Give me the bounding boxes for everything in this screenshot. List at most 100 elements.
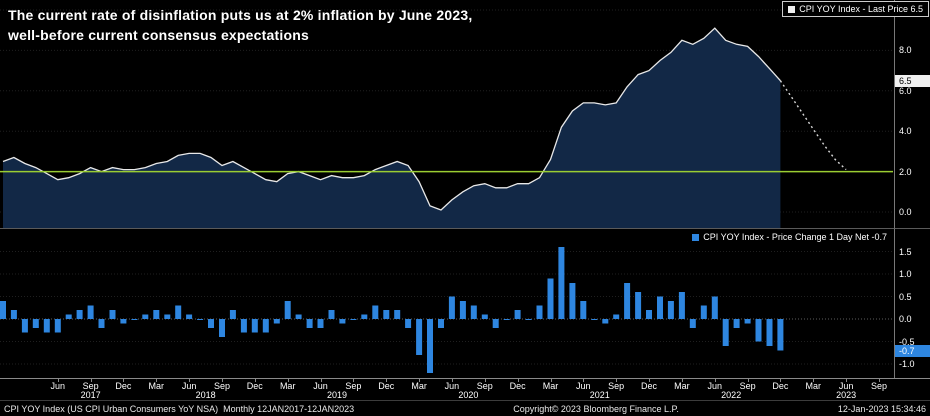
footer-series-description: CPI YOY Index (US CPI Urban Consumers Yo… [4,403,355,414]
price-change-bar [164,314,171,319]
price-change-bar [328,310,335,319]
price-change-bar [635,292,642,319]
x-axis-year-label: 2019 [326,390,348,400]
bottom-chart-legend[interactable]: CPI YOY Index - Price Change 1 Day Net -… [687,230,892,244]
x-axis-year-label: 2021 [589,390,610,400]
bottom-legend-label: CPI YOY Index - Price Change 1 Day Net -… [703,232,887,242]
price-change-bar [0,301,6,319]
y-axis-tick-label: 1.0 [899,269,912,279]
x-axis-tick-mark [714,379,716,382]
x-axis-year-label: 2017 [80,390,101,400]
x-axis-month-label: Sep [345,381,362,391]
top-chart-legend[interactable]: CPI YOY Index - Last Price 6.5 [782,1,929,17]
price-change-bar [624,283,631,319]
x-axis-tick-mark [649,379,650,382]
price-change-bar [558,247,565,319]
price-change-bar [470,305,477,319]
y-axis-tick-label: 0.0 [899,314,912,324]
top-legend-label: CPI YOY Index - Last Price 6.5 [799,4,923,14]
price-change-bar [339,319,346,324]
x-axis-tick-mark [813,379,815,382]
price-change-bar [383,310,390,319]
x-axis-month-label: Jun [313,381,328,391]
y-axis-tick-label: -1.0 [899,359,915,369]
x-axis-tick-mark [747,379,749,382]
price-change-bar [76,310,83,319]
y-axis-tick-label: 4.0 [899,126,912,137]
price-change-bar [525,319,532,320]
price-change-bar [251,319,258,333]
price-y-axis: 6.5 0.02.04.06.08.010.0 [895,0,930,228]
x-axis-tick-mark [681,379,683,382]
price-change-bar [306,319,313,328]
title-line-2: well-before current consensus expectatio… [8,26,309,43]
price-change-bar [646,310,652,319]
last-price-swatch-icon [788,5,796,13]
price-change-bar [186,314,193,319]
title-line-1: The current rate of disinflation puts us… [8,7,473,23]
last-price-badge: 6.5 [895,74,930,87]
x-axis-month-label: Sep [476,381,493,391]
footer-timestamp: 12-Jan-2023 15:34:46 [837,403,926,414]
price-change-bar [262,319,269,333]
cpi-price-chart-panel[interactable]: The current rate of disinflation puts us… [0,0,895,228]
price-change-bar [197,319,204,320]
chart-annotation-title: The current rate of disinflation puts us… [8,6,472,45]
price-change-bar [372,305,379,319]
time-axis: Jun Sep Dec Mar Jun Sep Dec Mar Jun Sep Dec Mar Jun S… [0,378,930,400]
x-axis-tick-mark [879,379,880,382]
change-y-axis: -0.7 -1.0 -0.5 0.0 0.5 1.0 1.5 [895,228,930,378]
x-axis-month-label: Dec [115,381,132,391]
x-axis-tick-mark [616,379,618,382]
x-axis-tick-mark [123,379,125,382]
price-change-bar [711,296,718,319]
price-change-bar [613,314,620,319]
x-axis-month-label: Mar [279,381,296,391]
x-axis-month-label: Dec [509,381,526,391]
cpi-line-area-chart [0,9,893,228]
price-change-bar [175,305,182,319]
x-axis-tick-mark [846,379,848,382]
price-change-bar [295,314,302,319]
x-axis-month-label: Jun [181,381,197,391]
price-change-bar [43,319,50,333]
y-axis-tick-label: 6.0 [899,85,912,96]
price-change-bar [481,314,488,319]
price-change-bar [503,319,510,320]
price-change-bar [131,319,138,320]
price-change-bar [219,319,225,337]
price-change-bar [766,319,773,346]
price-change-bar [667,301,674,319]
x-axis-month-label: Sep [870,381,887,391]
x-axis-month-label: Jun [576,381,591,391]
x-axis-month-label: Dec [378,381,395,391]
price-change-bar [492,319,499,328]
y-axis-tick-label: -0.5 [899,336,915,347]
x-axis-tick-mark [550,379,552,382]
x-axis-month-label: Sep [82,381,99,391]
price-change-bar [755,319,762,342]
price-change-bar [120,319,127,324]
x-axis-tick-mark [451,379,453,382]
price-change-bar [536,305,543,319]
price-change-bar [87,305,94,319]
price-change-bar [21,319,28,333]
price-change-bar [427,319,433,373]
price-change-bar [459,301,466,319]
price-change-bar [689,319,696,328]
x-axis-year-label: 2018 [195,390,216,400]
price-change-bar [514,310,521,319]
x-axis-tick-mark [353,379,355,382]
x-axis-tick-mark [780,379,782,382]
price-change-bar [394,310,401,319]
x-axis-tick-mark [484,379,486,382]
x-axis-month-label: Sep [608,381,625,391]
cpi-price-line [2,27,781,211]
price-change-bar-panel[interactable] [0,228,895,378]
price-change-bar [678,292,685,319]
price-change-bar [700,305,707,319]
x-axis-tick-mark [320,379,322,382]
price-change-bar [109,310,116,319]
price-change-bar [350,319,357,320]
price-change-bar [317,319,324,328]
